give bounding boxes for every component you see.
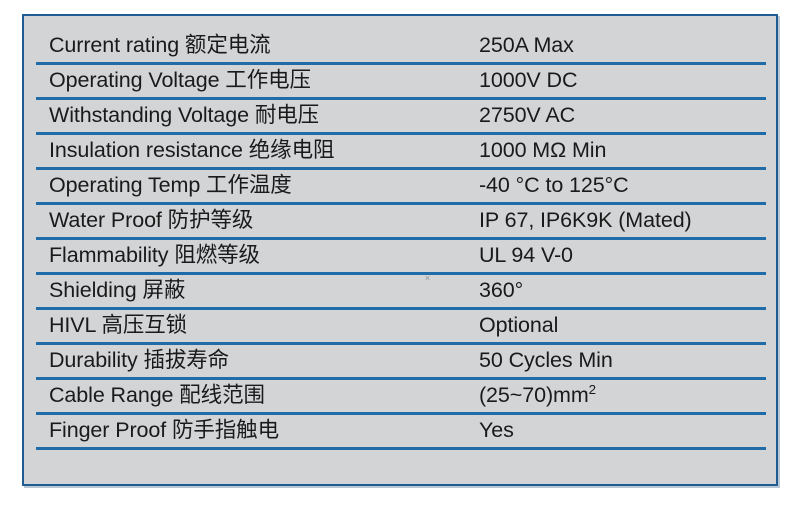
spec-row-value: 1000 MΩ Min (479, 137, 607, 162)
spec-row: Shielding 屏蔽 360° (36, 275, 766, 310)
spec-row-value: 250A Max (479, 32, 574, 57)
spec-row: Durability 插拔寿命 50 Cycles Min (36, 345, 766, 380)
spec-row-value: 1000V DC (479, 67, 578, 92)
spec-row-value: 50 Cycles Min (479, 347, 613, 372)
spec-row-label: Operating Voltage 工作电压 (49, 67, 311, 92)
spec-row-value: 2750V AC (479, 102, 576, 127)
spec-row-value-superscript: 2 (588, 381, 596, 397)
spec-row-label: Shielding 屏蔽 (49, 277, 186, 302)
spec-row-value: Yes (479, 417, 514, 442)
spec-row-value: (25~70)mm2 (479, 382, 596, 407)
specification-panel: Current rating 额定电流 250A Max Operating Vol… (22, 14, 778, 486)
spec-row: HIVL 高压互锁 Optional (36, 310, 766, 345)
spec-row-label: Insulation resistance 绝缘电阻 (49, 137, 335, 162)
spec-row: Water Proof 防护等级 IP 67, IP6K9K (Mated) (36, 205, 766, 240)
spec-row: Finger Proof 防手指触电 Yes (36, 415, 766, 450)
spec-row-label: Flammability 阻燃等级 (49, 242, 260, 267)
spec-row: Operating Temp 工作温度 -40 °C to 125°C (36, 170, 766, 205)
spec-row-value-text: (25~70)mm (479, 382, 589, 407)
spec-row-value: IP 67, IP6K9K (Mated) (479, 207, 692, 232)
spec-row-label: Cable Range 配线范围 (49, 382, 265, 407)
spec-row-label: Operating Temp 工作温度 (49, 172, 292, 197)
spec-row-value: Optional (479, 312, 559, 337)
spec-row-value: -40 °C to 125°C (479, 172, 629, 197)
spec-row-label: Water Proof 防护等级 (49, 207, 254, 232)
specification-table: Current rating 额定电流 250A Max Operating Vol… (36, 30, 766, 450)
spec-row: Cable Range 配线范围 (25~70)mm2 (36, 380, 766, 415)
spec-row: Insulation resistance 绝缘电阻 1000 MΩ Min (36, 135, 766, 170)
spec-row: Withstanding Voltage 耐电压 2750V AC (36, 100, 766, 135)
spec-row-label: Finger Proof 防手指触电 (49, 417, 279, 442)
spec-row-value: UL 94 V-0 (479, 242, 573, 267)
spec-row: Flammability 阻燃等级 UL 94 V-0 (36, 240, 766, 275)
spec-row-label: Durability 插拔寿命 (49, 347, 230, 372)
spec-row-label: Withstanding Voltage 耐电压 (49, 102, 320, 127)
spec-row: Operating Voltage 工作电压 1000V DC (36, 65, 766, 100)
spec-row: Current rating 额定电流 250A Max (36, 30, 766, 65)
spec-row-label: HIVL 高压互锁 (49, 312, 188, 337)
spec-row-value: 360° (479, 277, 524, 302)
spec-row-label: Current rating 额定电流 (49, 32, 271, 57)
